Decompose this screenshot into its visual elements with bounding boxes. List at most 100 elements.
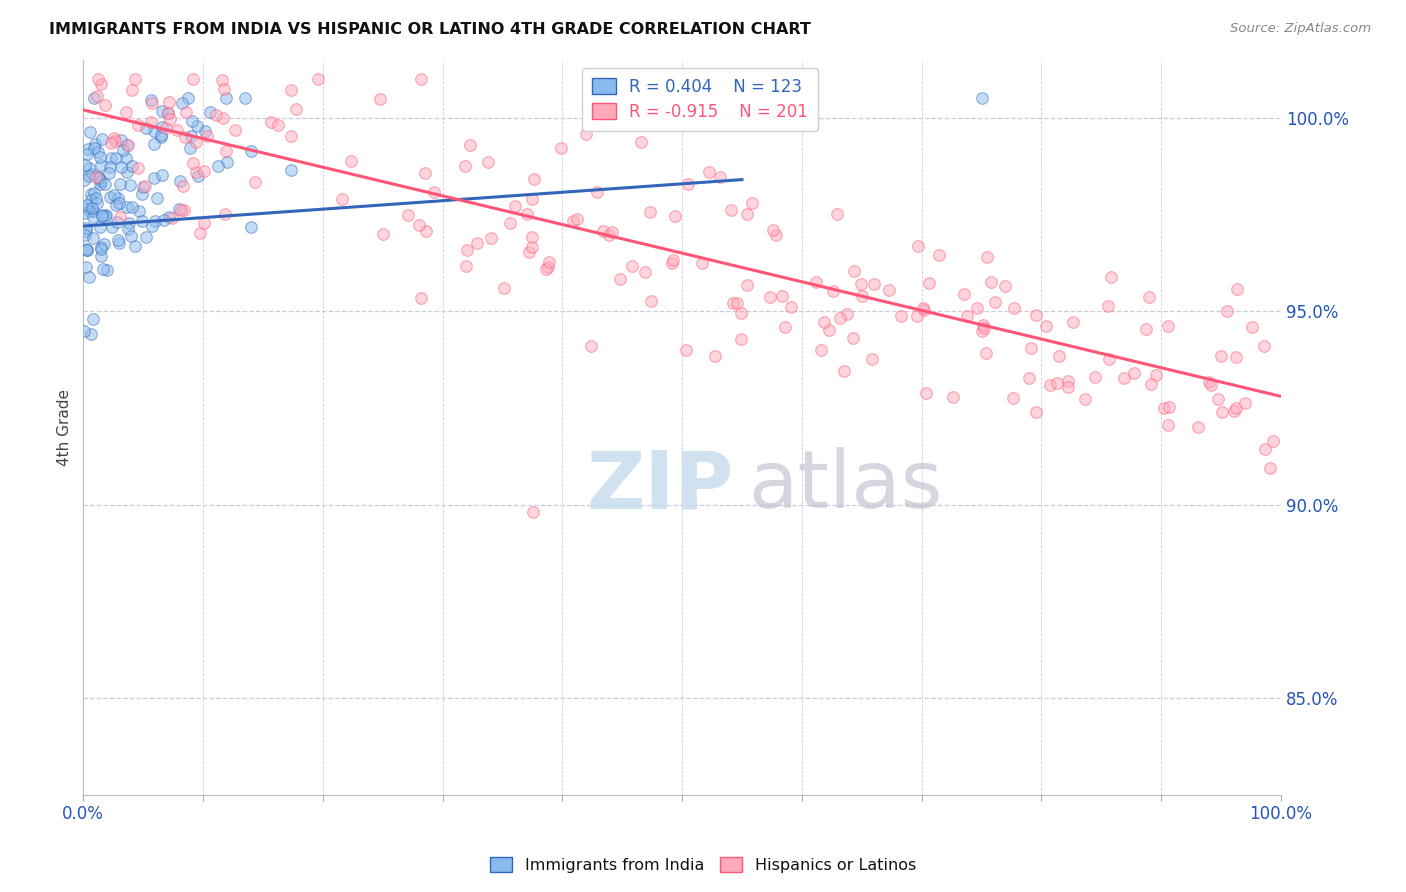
Point (813, 316, 835, 330)
Point (721, 296, 744, 310)
Point (79, 203, 101, 218)
Point (423, 185, 446, 199)
Point (82, 312, 104, 326)
Point (96, 263, 118, 277)
Point (87, 72, 110, 87)
Point (87, 145, 110, 159)
Point (725, 296, 748, 310)
Point (86, 89, 108, 103)
Point (1258, 461, 1281, 475)
Point (90, 132, 112, 146)
Point (415, 166, 437, 180)
Point (143, 214, 166, 228)
Point (180, 129, 202, 144)
Point (73, 158, 96, 172)
Point (456, 243, 478, 257)
Point (912, 302, 935, 317)
Point (918, 276, 941, 290)
Point (90, 158, 112, 172)
Point (224, 123, 246, 137)
Point (477, 155, 499, 169)
Point (214, 207, 236, 221)
Point (110, 160, 132, 174)
Point (115, 151, 138, 165)
Point (77, 202, 100, 216)
Point (621, 259, 644, 273)
Point (516, 207, 538, 221)
Point (1021, 341, 1043, 355)
Point (142, 171, 165, 186)
Point (115, 137, 138, 152)
Point (567, 211, 589, 226)
Point (155, 121, 177, 136)
Point (825, 207, 848, 221)
Point (170, 203, 193, 218)
Point (832, 364, 855, 378)
Point (741, 195, 763, 210)
Point (131, 214, 153, 228)
Point (105, 151, 128, 165)
Point (100, 151, 122, 165)
Point (697, 165, 720, 179)
Legend: R = 0.404    N = 123, R = -0.915    N = 201: R = 0.404 N = 123, R = -0.915 N = 201 (582, 68, 818, 130)
Point (952, 286, 974, 301)
Point (90, 242, 112, 256)
Point (633, 265, 655, 279)
Point (107, 233, 129, 247)
Point (91, 261, 114, 276)
Point (76, 146, 98, 161)
Point (562, 214, 585, 228)
Point (80, 326, 103, 341)
Point (121, 159, 143, 173)
Point (307, 72, 329, 87)
Point (1223, 404, 1246, 418)
Point (492, 281, 515, 295)
Point (408, 218, 430, 232)
Point (1073, 392, 1095, 406)
Point (735, 277, 758, 292)
Point (120, 228, 142, 243)
Point (157, 210, 180, 224)
Point (108, 236, 131, 251)
Point (173, 202, 195, 217)
Point (956, 309, 979, 323)
Point (534, 261, 557, 276)
Point (105, 215, 128, 229)
Point (83, 136, 105, 151)
Point (735, 207, 758, 221)
Point (1153, 401, 1175, 416)
Point (972, 324, 994, 338)
Point (98, 160, 121, 174)
Point (150, 120, 173, 134)
Point (174, 130, 197, 145)
Point (184, 165, 207, 179)
Text: atlas: atlas (748, 447, 942, 525)
Point (177, 91, 200, 105)
Point (103, 131, 125, 145)
Point (1039, 378, 1062, 392)
Point (84, 170, 107, 185)
Point (150, 168, 173, 182)
Point (73, 324, 96, 338)
Point (1156, 417, 1178, 432)
Point (115, 104, 138, 119)
Point (117, 221, 139, 235)
Point (720, 202, 742, 217)
Point (1240, 319, 1263, 334)
Point (280, 128, 302, 143)
Point (143, 124, 166, 138)
Point (90, 174, 112, 188)
Point (94, 98, 117, 112)
Point (124, 72, 146, 87)
Point (821, 284, 844, 298)
Point (1084, 369, 1107, 384)
Point (267, 119, 290, 133)
Point (458, 137, 481, 152)
Point (131, 186, 153, 201)
Point (765, 228, 787, 243)
Point (630, 135, 652, 149)
Point (134, 179, 156, 194)
Point (675, 343, 697, 357)
Point (586, 185, 609, 199)
Point (1025, 405, 1047, 419)
